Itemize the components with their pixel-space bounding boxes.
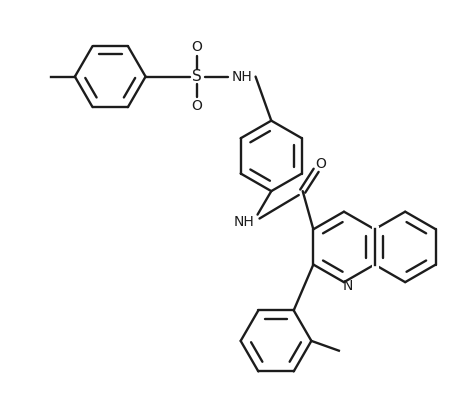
Text: N: N bbox=[342, 279, 352, 293]
Text: NH: NH bbox=[231, 70, 252, 84]
Text: S: S bbox=[191, 69, 201, 84]
Text: O: O bbox=[314, 157, 325, 171]
Text: O: O bbox=[191, 99, 202, 113]
Text: NH: NH bbox=[233, 216, 254, 229]
Text: O: O bbox=[191, 40, 202, 54]
